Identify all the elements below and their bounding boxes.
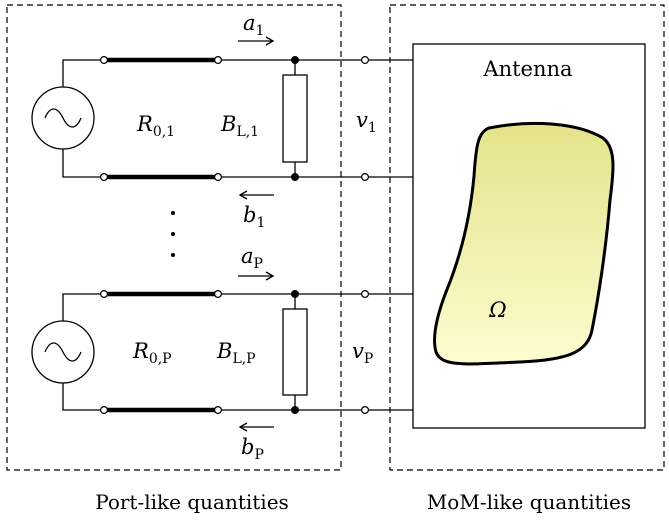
b1-label: b1 (243, 203, 265, 231)
port-terminal (361, 406, 370, 415)
v1-label: v1 (356, 108, 377, 136)
r0p-label: R0,P (132, 339, 172, 367)
terminal-node (99, 406, 108, 415)
terminal-node (99, 55, 108, 64)
arrow-right-icon (265, 271, 275, 281)
port-1-circuit: a1 b1 R0,1 BL,1 v1 (31, 11, 413, 231)
ap-label: aP (241, 244, 263, 272)
omega-label: Ω (488, 298, 506, 322)
source-p-top-wire (62, 293, 104, 321)
port-terminal (361, 290, 370, 299)
blp-label: BL,P (216, 339, 256, 367)
terminal-node (214, 55, 223, 64)
load-1-element (282, 74, 308, 163)
r01-label: R0,1 (136, 112, 175, 140)
antenna-shape (432, 121, 615, 366)
source-1-bottom-wire (62, 149, 104, 178)
terminal-node (99, 290, 108, 299)
vp-label: vP (352, 339, 373, 367)
port-quantities-caption: Port-like quantities (95, 490, 289, 514)
terminal-node (214, 173, 223, 182)
mom-quantities-box (389, 4, 665, 471)
arrow-left-icon (238, 422, 248, 432)
antenna-label: Antenna (482, 57, 572, 81)
vdots-icon (171, 211, 175, 257)
junction-dot (291, 406, 299, 414)
junction-dot (291, 173, 299, 181)
bl1-label: BL,1 (220, 112, 259, 140)
load-p-element (282, 308, 308, 396)
terminal-node (214, 290, 223, 299)
a1-label: a1 (243, 11, 264, 39)
port-terminal (361, 55, 370, 64)
junction-dot (291, 290, 299, 298)
port-quantities-box (6, 4, 342, 471)
sine-wave-icon (44, 342, 82, 362)
port-terminal (361, 173, 370, 182)
mom-quantities-caption: MoM-like quantities (427, 490, 631, 514)
junction-dot (291, 56, 299, 64)
sine-wave-icon (44, 108, 82, 128)
antenna-box (412, 43, 646, 429)
terminal-node (214, 406, 223, 415)
arrow-right-icon (265, 36, 275, 46)
arrow-left-icon (238, 190, 248, 200)
source-1-top-wire (62, 59, 104, 87)
source-p-bottom-wire (62, 383, 104, 411)
bp-label: bP (241, 435, 264, 463)
terminal-node (99, 173, 108, 182)
port-p-circuit: aP bP R0,P BL,P vP (31, 244, 413, 463)
